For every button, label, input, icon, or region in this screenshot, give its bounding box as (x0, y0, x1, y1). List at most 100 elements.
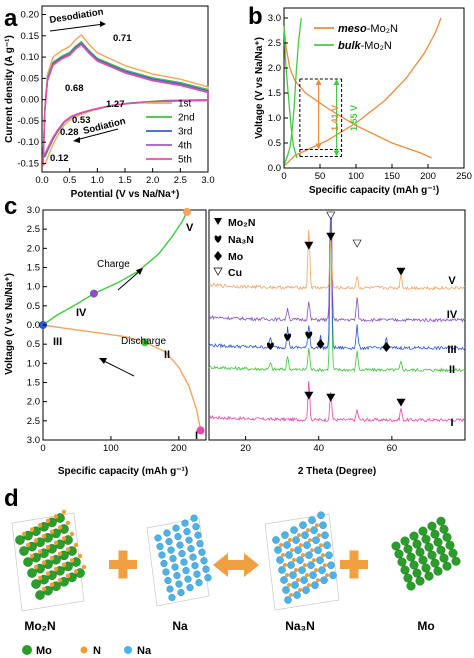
panel-d-na-lattice-atom (190, 514, 198, 522)
panel-d-mo2n-n-lattice-atom (65, 520, 71, 526)
panel-d-mo2n-mo-lattice-atom (15, 535, 25, 545)
panel-d-na3n-na-lattice-atom (327, 561, 335, 570)
panel-a-ann-053: 0.53 (72, 115, 91, 126)
panel-b-frame (283, 7, 465, 169)
panel-d-mo-lattice-atom (442, 561, 452, 571)
panel-a-y-tick-label: 0.00 (21, 95, 40, 106)
panel-d-na-lattice-atom (165, 537, 173, 546)
panel-d-na-lattice-atom (202, 565, 210, 573)
panel-c-right-mo2n-marker (326, 393, 336, 402)
panel-c-right-peak-markers (266, 211, 406, 407)
panel-c-right-frame (208, 209, 466, 441)
panel-d-na3n-na-lattice-atom (280, 576, 288, 584)
panel-d-mo-lattice-atom (430, 558, 440, 568)
panel-d-na-lattice-atom (195, 579, 203, 587)
panel-a-y-ticks: -0.15 -0.10 -0.05 0.00 0.05 0.10 0.15 0.20 (17, 10, 46, 169)
panel-d-mo2n-n-lattice-atom (37, 549, 43, 554)
panel-c-left-discharge-arrow (101, 359, 135, 377)
panel-a-y-tick-label: 0.20 (21, 10, 40, 21)
panel-d-mo-lattice-atom (400, 565, 410, 575)
panel-c-left-charge-arrow (117, 269, 142, 291)
panel-c-right-curves (208, 211, 466, 423)
panel-d-legend-mo: Mo (36, 645, 52, 657)
panel-c-left-discharge-arrowhead (99, 358, 107, 364)
panel-a-legend: 1st 2nd 3rd 4th 5th (146, 99, 195, 166)
panel-d-na-lattice-atom (160, 559, 168, 568)
panel-c-right-cu-marker (326, 211, 336, 220)
panel-d-mo2n-n-lattice-atom (57, 578, 63, 583)
panel-d-na3n-na-lattice-atom (302, 586, 310, 594)
panel-d-mo2n-mo-lattice-atom (19, 546, 29, 556)
panel-c-left-curves (42, 211, 202, 431)
panel-b-y-tick-label: 0.5 (268, 138, 281, 149)
panel-d-na3n-n-lattice-atom (281, 553, 285, 557)
panel-c-right-x-ticks: 20 40 60 (240, 436, 397, 454)
panel-a-y-tick-label: 0.10 (21, 52, 40, 63)
panel-c-right-x-tick-label: 20 (240, 443, 251, 454)
panel-d-na3n-n-lattice-atom (325, 573, 329, 578)
panel-c-left-points (39, 207, 205, 435)
panel-d-mo-lattice-atom (409, 560, 419, 570)
panel-c-left-label-III: III (53, 336, 62, 348)
panel-d-mo-lattice-atom (418, 526, 428, 536)
panel-d-na3n-na-lattice-atom (317, 511, 325, 520)
panel-d-na-lattice-atom (196, 540, 204, 548)
panel-c-right-series-label-III: III (447, 344, 456, 356)
panel-d-mo-lattice-atom (439, 524, 449, 534)
panel-d-mo-lattice-atom (430, 529, 440, 539)
panel-a-x-tick-label: 0.5 (63, 175, 76, 186)
panel-d-mo2n-mo-lattice-atom (35, 590, 45, 600)
panel-d-mo-lattice-atom (400, 536, 410, 546)
panel-d-na3n-na-lattice-atom (312, 536, 320, 545)
panel-b-ann-141: 1.41 V (330, 105, 340, 131)
panel-d-mo2n-n-lattice-atom (53, 567, 59, 572)
panel-d-mo-lattice-atom (403, 573, 413, 583)
panel-d-na3n-cell (264, 513, 340, 611)
panel-d-mo2n-n-lattice-atom (53, 540, 59, 545)
panel-d-na3n-n-lattice-atom (298, 588, 302, 593)
panel-d-na3n-n-lattice-atom (285, 573, 289, 577)
panel-d-na3n-na-lattice-atom (274, 546, 282, 554)
panel-d-na-lattice-atom (158, 551, 166, 559)
panel-d-mo-lattice-atom (415, 576, 425, 586)
panel-c-right-mo-marker (316, 339, 325, 349)
panel-b-y-tick-label: 2.5 (268, 38, 281, 49)
panel-b-legend-label: meso-Mo₂N (338, 23, 398, 35)
panel-d-na-lattice-atom (173, 571, 181, 580)
panel-d-mo-lattice-atom (427, 550, 437, 560)
panel-c-left-point-V (182, 207, 191, 216)
panel-d-na-lattice-atom (166, 585, 174, 593)
panel-b-x-tick-label: 100 (348, 171, 364, 182)
panel-d-na-lattice-atom (176, 541, 184, 549)
panel-c-left-y-tick-label: 2.5 (27, 416, 40, 427)
panel-a-ann-068: 0.68 (65, 83, 84, 94)
panel-d-mo-lattice-atom (436, 516, 446, 526)
panel-d-na-lattice-atom (189, 553, 197, 561)
panel-a-x-tick-label: 2.0 (146, 175, 159, 186)
panel-b-series-bulk-discharge (283, 25, 298, 159)
panel-d-na3n-na-lattice-atom (320, 576, 328, 585)
panel-d-plus-icon-1 (109, 550, 137, 579)
panel-d-label-na: Na (172, 619, 188, 633)
panel-d-mo2n-n-lattice-atom (45, 518, 51, 523)
panel-d-mo-lattice-atom (418, 555, 428, 565)
panel-a-legend-label: 1st (178, 99, 192, 110)
panel-d-na3n-n-lattice-atom (301, 553, 305, 558)
panel-c-left-y-tick-label: 3.0 (27, 435, 40, 446)
panel-d-na3n-na-lattice-atom (278, 566, 286, 574)
panel-d-na3n-n-lattice-atom (292, 558, 296, 563)
panel-d-mo-lattice (391, 516, 461, 591)
panel-c-right-pattern-II (208, 222, 466, 373)
panel-d-mo2n-n-lattice-atom (65, 547, 71, 552)
panel-d-mo2n-n-lattice-atom (37, 575, 43, 581)
panel-b-y-tick-label: 2.0 (268, 63, 281, 74)
panel-d-mo2n-n-lattice-atom (41, 586, 47, 592)
panel-d-na3n-na-lattice-atom (318, 566, 326, 575)
panel-a-legend-label: 2nd (178, 113, 195, 124)
panel-d-mo-lattice-atom (421, 534, 431, 544)
panel-d-mo-lattice-atom (439, 553, 449, 563)
panel-d-na3n-n-lattice-atom (297, 533, 301, 538)
panel-d-na3n-na-lattice-atom (292, 536, 300, 544)
panel-d-na-lattice (154, 514, 212, 602)
panel-a-ann-127: 1.27 (106, 99, 125, 110)
